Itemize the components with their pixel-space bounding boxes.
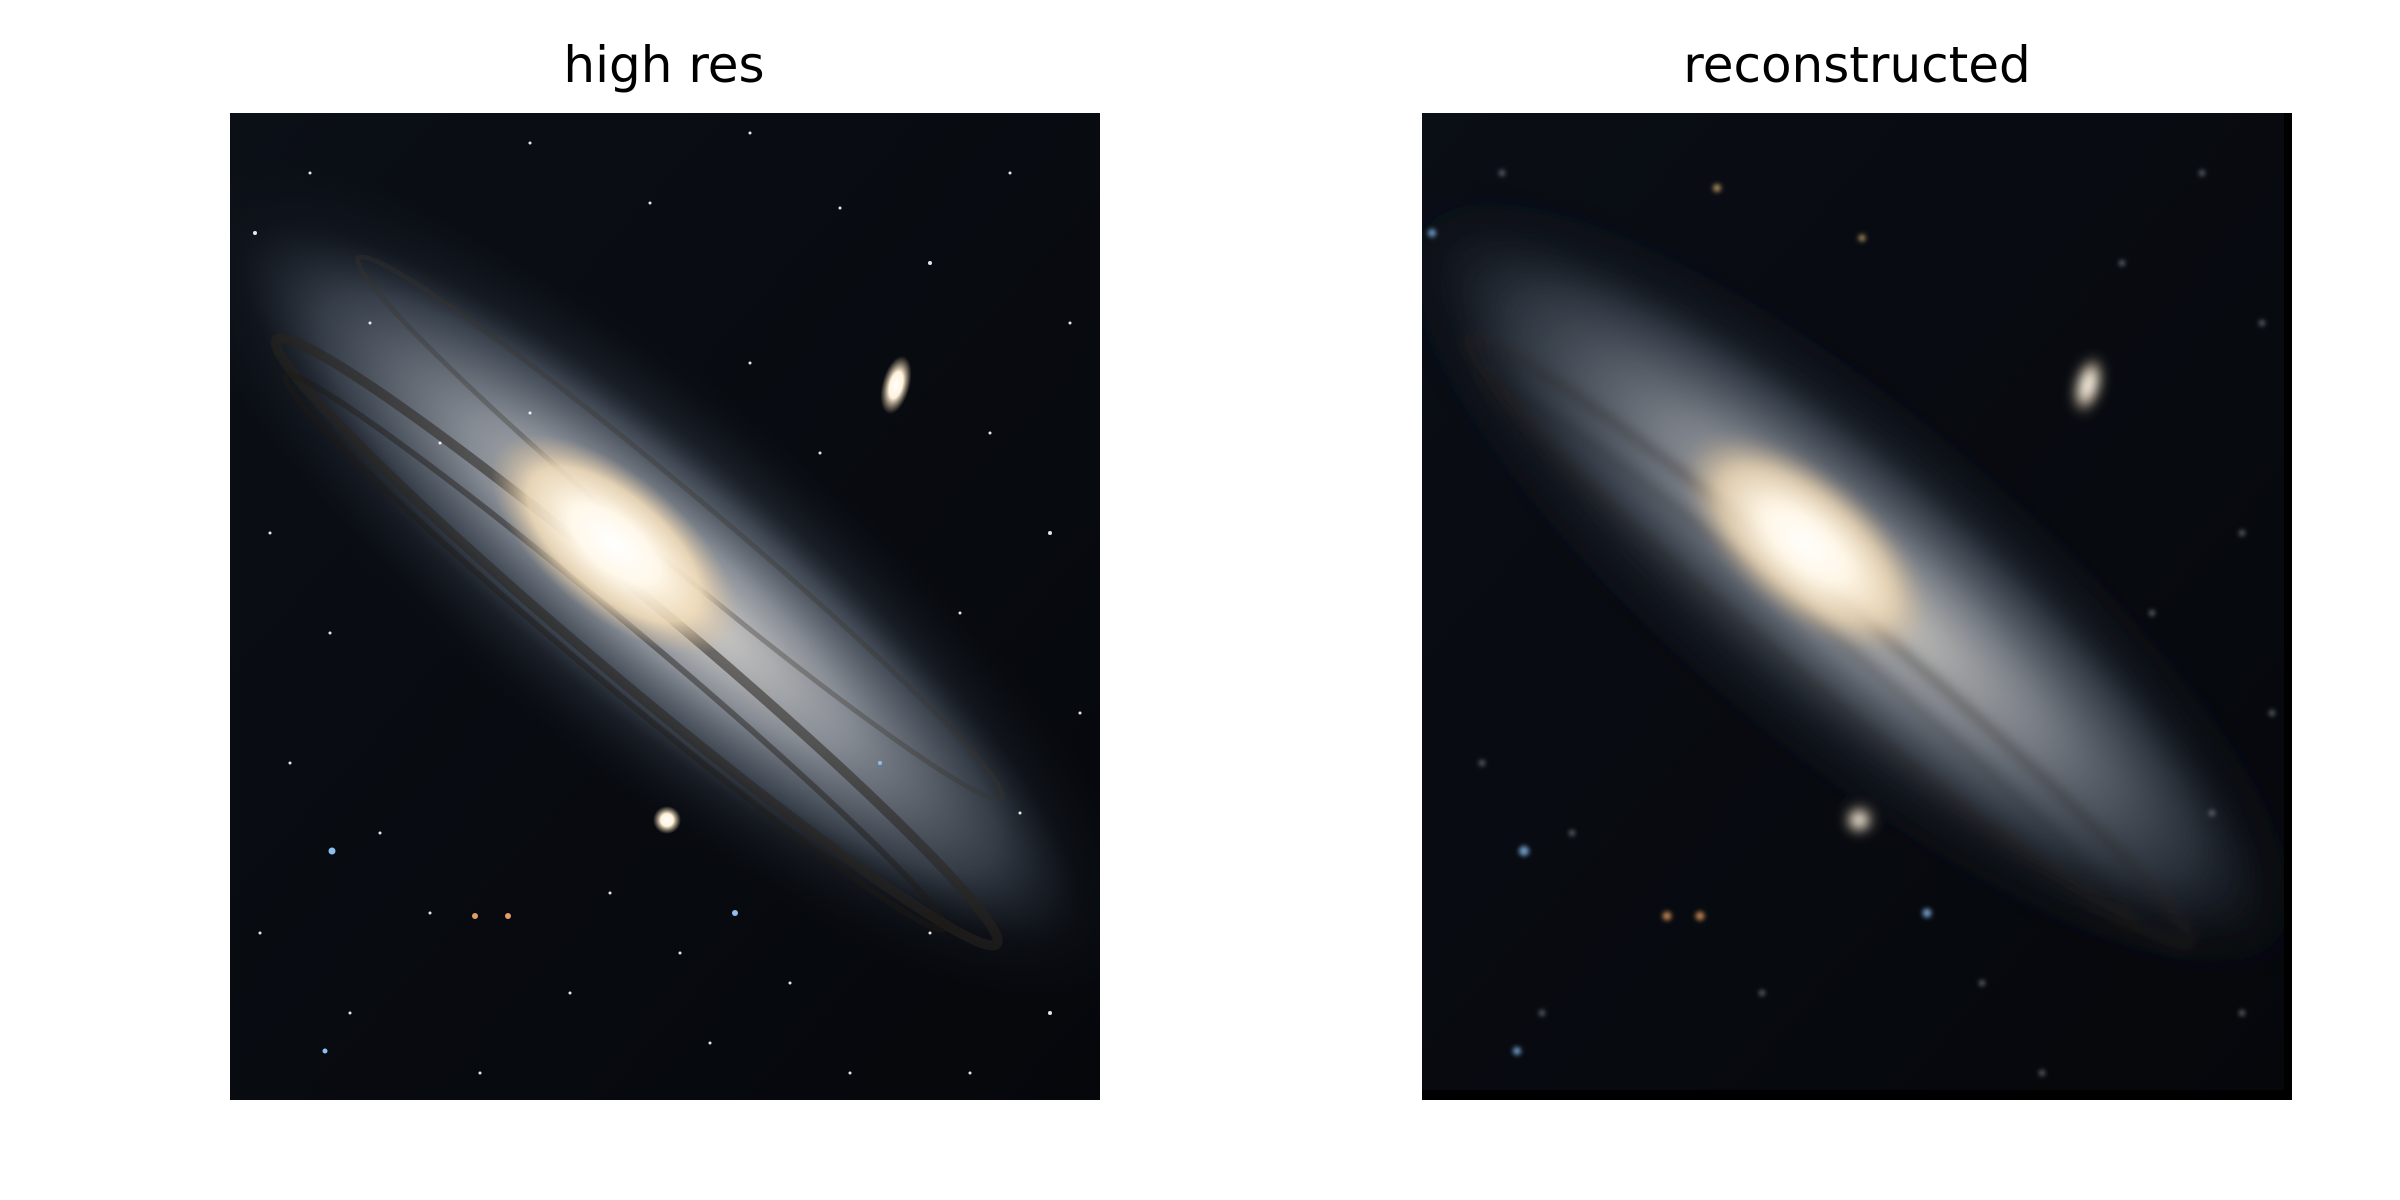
reconstructed-right-edge <box>2284 113 2292 1100</box>
high-res-galaxy-picture <box>230 113 1100 1100</box>
panel-title-high-res: high res <box>563 36 765 94</box>
reconstructed-galaxy-picture <box>1422 113 2292 1100</box>
panel-title-reconstructed: reconstructed <box>1683 36 2031 94</box>
high-res-image <box>230 113 1100 1100</box>
reconstructed-image <box>1422 113 2292 1100</box>
reconstructed-bottom-edge <box>1422 1090 2292 1100</box>
